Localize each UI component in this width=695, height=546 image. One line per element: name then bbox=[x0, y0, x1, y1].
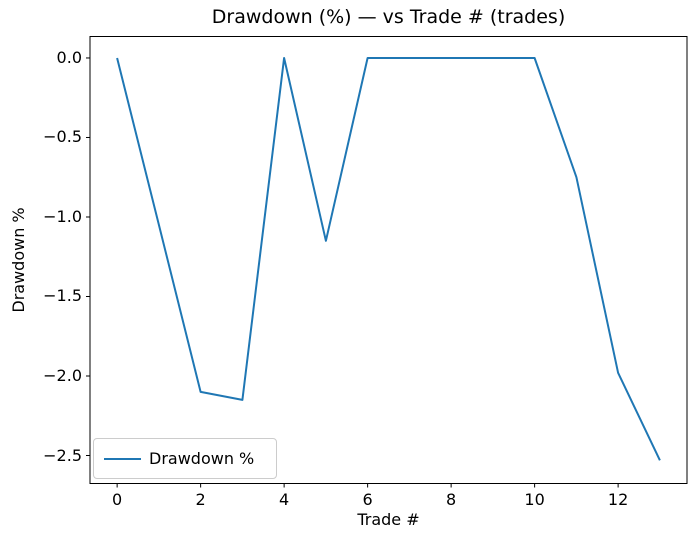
y-tick-label: −2.5 bbox=[43, 445, 82, 465]
legend: Drawdown % bbox=[93, 438, 277, 479]
data-line bbox=[116, 57, 661, 461]
legend-label: Drawdown % bbox=[149, 449, 255, 468]
axes-frame bbox=[89, 36, 688, 484]
x-tick-label: 10 bbox=[524, 490, 545, 509]
chart-title: Drawdown (%) — vs Trade # (trades) bbox=[211, 6, 566, 28]
x-tick-label: 6 bbox=[362, 490, 373, 509]
x-tick-label: 0 bbox=[112, 490, 123, 509]
x-tick-label: 4 bbox=[279, 490, 290, 509]
y-tick-label: 0.0 bbox=[56, 47, 82, 67]
x-axis-label: Trade # bbox=[357, 510, 420, 529]
y-tick-label: −1.0 bbox=[43, 206, 82, 226]
x-tick-label: 2 bbox=[195, 490, 206, 509]
x-tick-label: 12 bbox=[607, 490, 629, 509]
y-tick-label: −0.5 bbox=[43, 127, 82, 147]
y-tick-label: −2.0 bbox=[43, 366, 82, 385]
y-tick-label: −1.5 bbox=[43, 286, 82, 306]
legend-line-sample bbox=[104, 457, 141, 460]
x-tick-label: 8 bbox=[446, 490, 457, 509]
